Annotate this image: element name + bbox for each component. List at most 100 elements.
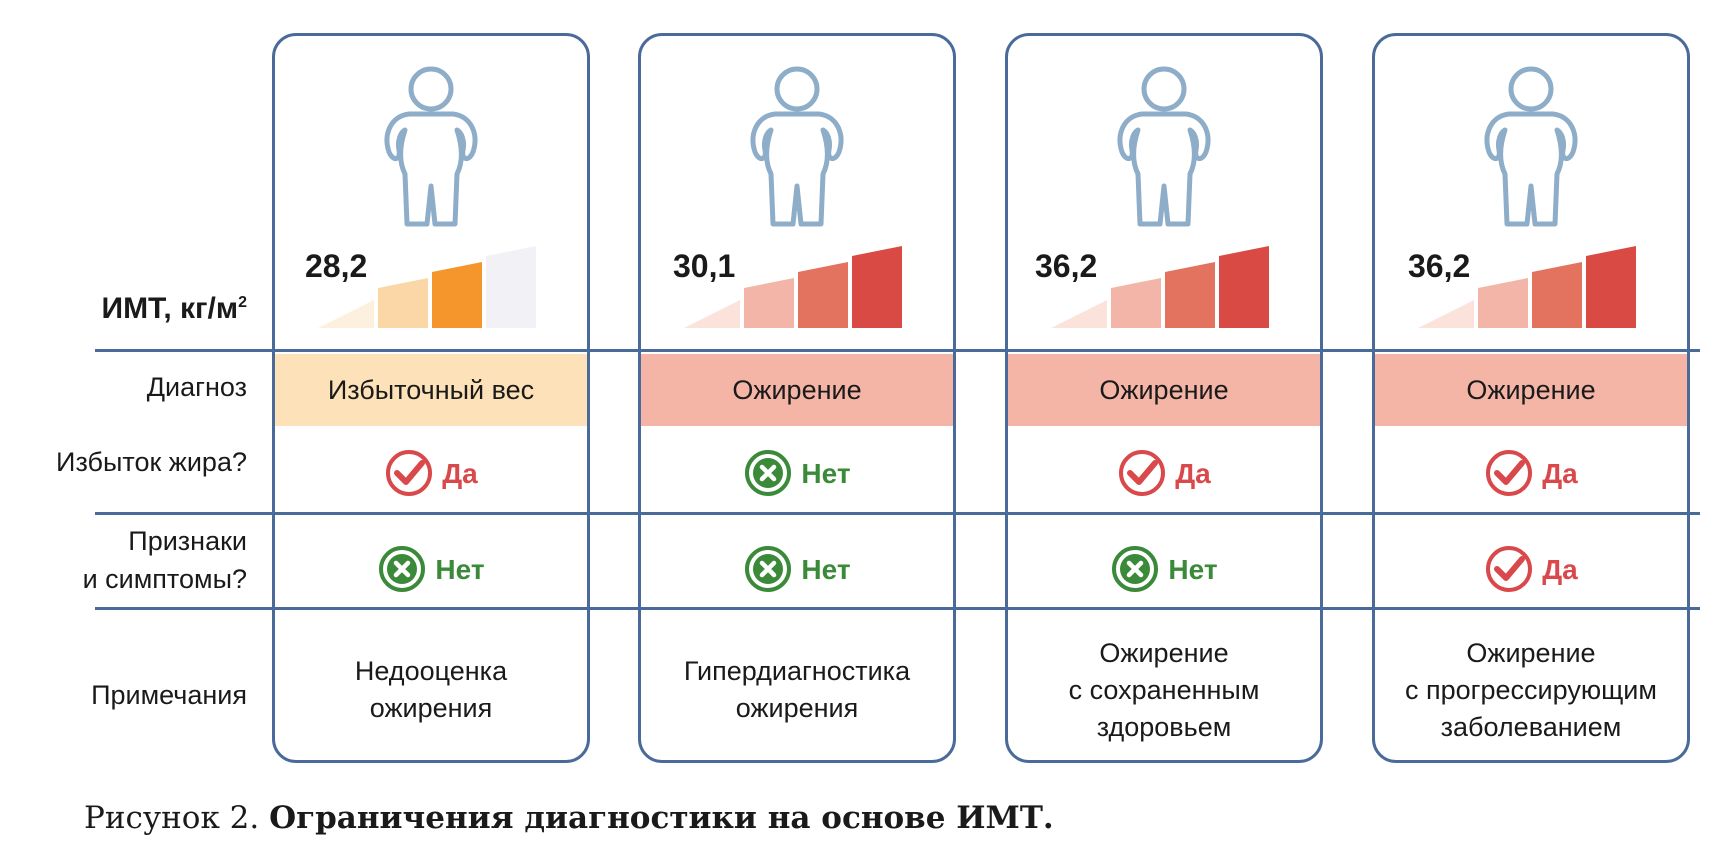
row-label-excess-fat: Избыток жира?: [56, 447, 247, 477]
status-yes: Да: [384, 448, 478, 498]
bmi-value: 30,1: [673, 248, 736, 284]
divider-line: [95, 607, 1700, 610]
card-2: [638, 33, 956, 763]
notes-text: Ожирение с прогрессирующим заболеванием: [1405, 635, 1657, 746]
status-cell: Нет: [1008, 541, 1320, 597]
person-figure-icon: [1484, 66, 1578, 227]
bmi-bar-chart: [318, 232, 564, 328]
notes-line: Ожирение: [1466, 637, 1596, 668]
bmi-bar: [1165, 262, 1215, 328]
status-cell: Да: [275, 445, 587, 501]
notes-text: Ожирение с сохраненным здоровьем: [1069, 635, 1260, 746]
bmi-bar: [1478, 278, 1528, 328]
status-label: Да: [1542, 457, 1578, 489]
status-label: Нет: [801, 553, 851, 585]
bmi-bar: [1532, 262, 1582, 328]
bmi-value: 28,2: [305, 248, 368, 284]
bmi-bar: [318, 300, 374, 328]
status-label: Да: [1175, 457, 1211, 489]
diagnosis-band: Избыточный вес: [275, 354, 587, 426]
status-cell: Да: [1375, 541, 1687, 597]
notes-cell: Ожирение с прогрессирующим заболеванием: [1375, 615, 1687, 765]
status-cell: Нет: [275, 541, 587, 597]
diagnosis-label: Ожирение: [732, 374, 862, 405]
person-figure-icon: [384, 66, 478, 227]
notes-cell: Недооценка ожирения: [275, 615, 587, 765]
person-figure-icon: [750, 66, 844, 227]
card-4: [1372, 33, 1690, 763]
status-cell: Да: [1375, 445, 1687, 501]
person-figure: [1471, 64, 1591, 230]
status-label: Да: [442, 457, 478, 489]
bmi-bar-chart: [1418, 232, 1664, 328]
diagnosis-band: Ожирение: [1008, 354, 1320, 426]
bmi-bar: [744, 278, 794, 328]
check-circle-icon: [386, 450, 433, 496]
bmi-value: 36,2: [1035, 248, 1098, 284]
check-circle-icon: [1486, 450, 1533, 496]
bmi-bar-chart: [684, 232, 930, 328]
bmi-bar: [486, 246, 536, 328]
bmi-level-bars: [1418, 246, 1636, 328]
cross-circle-icon: [1112, 546, 1159, 592]
person-figure: [737, 64, 857, 230]
notes-line: ожирения: [369, 693, 493, 723]
bmi-bar: [1051, 300, 1107, 328]
notes-line: Недооценка: [354, 656, 508, 686]
check-circle-icon: [1119, 450, 1166, 496]
diagnosis-band: Ожирение: [641, 354, 953, 426]
diagnosis-band: Ожирение: [1375, 354, 1687, 426]
row-label-diagnosis: Диагноз: [146, 372, 247, 402]
bmi-bar: [852, 246, 902, 328]
bmi-bar: [1586, 246, 1636, 328]
figure-caption: Рисунок 2. Ограничения диагностики на ос…: [84, 800, 1054, 836]
notes-cell: Ожирение с сохраненным здоровьем: [1008, 615, 1320, 765]
status-no: Нет: [1110, 544, 1218, 594]
status-yes: Да: [1117, 448, 1211, 498]
person-figure: [371, 64, 491, 230]
notes-line: Гипердиагностика: [683, 656, 911, 686]
divider-line: [95, 512, 1700, 515]
card-3: [1005, 33, 1323, 763]
status-no: Нет: [377, 544, 485, 594]
status-cell: Да: [1008, 445, 1320, 501]
status-yes: Да: [1484, 544, 1578, 594]
notes-line: заболеванием: [1440, 711, 1622, 742]
status-cell: Нет: [641, 445, 953, 501]
notes-cell: Гипердиагностика ожирения: [641, 615, 953, 765]
person-figure-icon: [1117, 66, 1211, 227]
cross-circle-icon: [379, 546, 426, 592]
row-label-signs: Признаки и симптомы?: [82, 526, 247, 594]
check-circle-icon: [1486, 546, 1533, 592]
status-label: Да: [1542, 553, 1578, 585]
notes-line: ожирения: [735, 693, 859, 723]
bmi-bar: [1418, 300, 1474, 328]
bmi-bar: [432, 262, 482, 328]
divider-line: [95, 349, 1700, 352]
notes-text: Недооценка ожирения: [355, 653, 507, 727]
notes-line: Ожирение: [1099, 637, 1229, 668]
card-1: [272, 33, 590, 763]
notes-line: здоровьем: [1096, 711, 1232, 742]
status-no: Нет: [743, 448, 851, 498]
bmi-level-bars: [318, 246, 536, 328]
bmi-bar: [378, 278, 428, 328]
diagnosis-label: Ожирение: [1466, 374, 1596, 405]
bmi-level-bars: [1051, 246, 1269, 328]
row-label-bmi: ИМТ, кг/м2: [101, 292, 248, 325]
diagnosis-label: Ожирение: [1099, 374, 1229, 405]
cross-circle-icon: [745, 546, 792, 592]
bmi-bar-chart: [1051, 232, 1297, 328]
bmi-value: 36,2: [1408, 248, 1471, 284]
status-label: Нет: [1168, 553, 1218, 585]
notes-line: с сохраненным: [1068, 674, 1260, 705]
bmi-bar: [1219, 246, 1269, 328]
bmi-level-bars: [684, 246, 902, 328]
status-yes: Да: [1484, 448, 1578, 498]
status-no: Нет: [743, 544, 851, 594]
cross-circle-icon: [745, 450, 792, 496]
bmi-bar: [1111, 278, 1161, 328]
bmi-bar: [684, 300, 740, 328]
bmi-bar: [798, 262, 848, 328]
status-cell: Нет: [641, 541, 953, 597]
